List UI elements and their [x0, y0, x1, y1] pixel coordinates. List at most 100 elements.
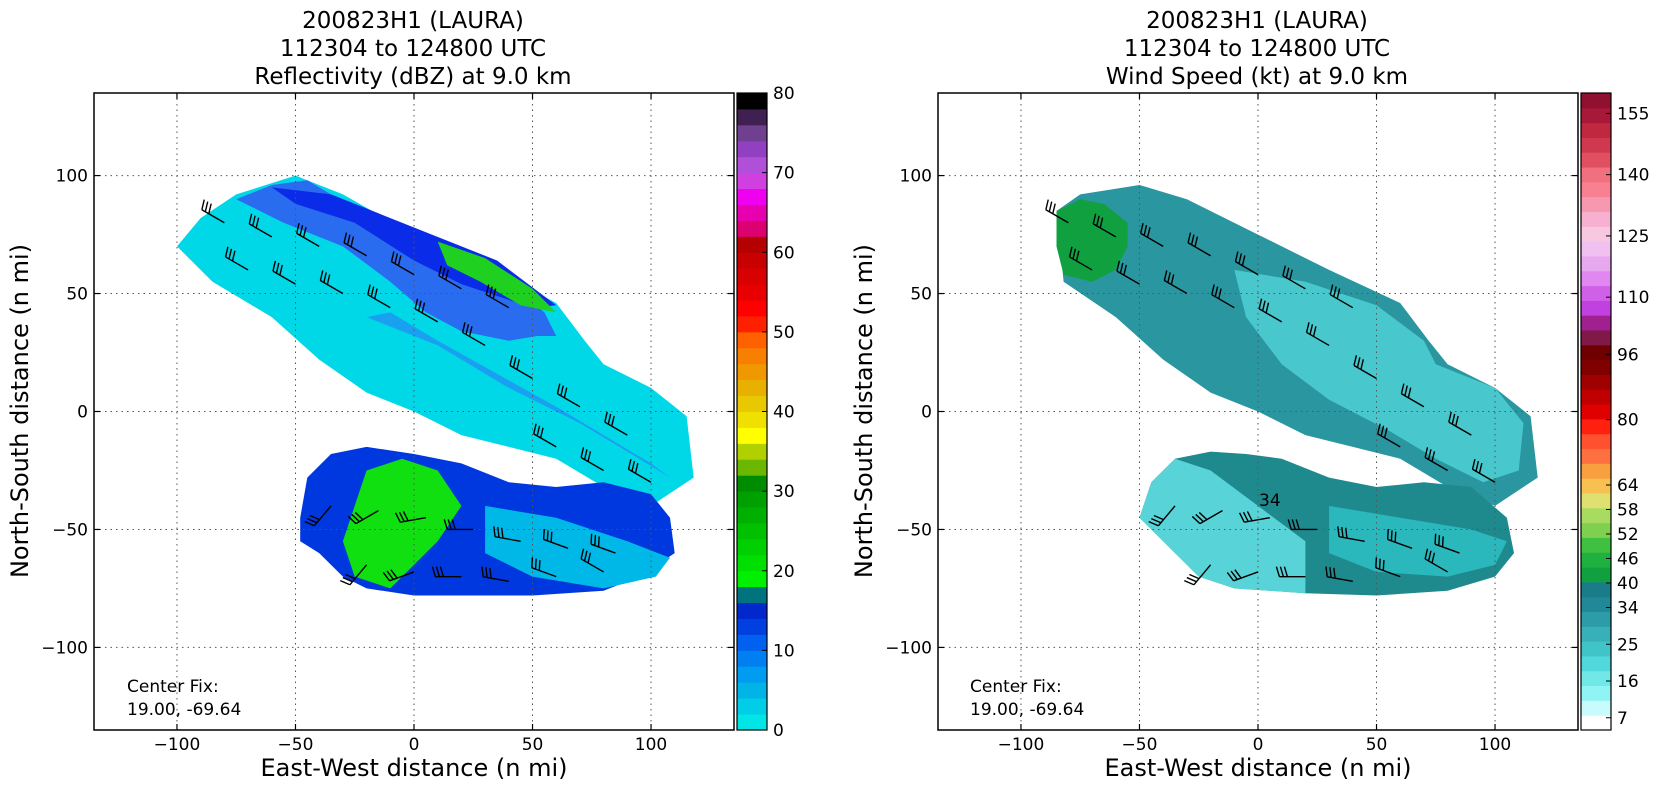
reflectivity-wind-barb [443, 519, 474, 531]
windspeed-colorbar-segment [1581, 463, 1611, 479]
reflectivity-title-line-3: Reflectivity (dBZ) at 9.0 km [254, 64, 571, 90]
reflectivity-wind-barb [414, 298, 439, 323]
reflectivity-center-fix-label: Center Fix: [127, 677, 219, 697]
reflectivity-colorbar-segment [737, 315, 767, 333]
windspeed-colorbar-segment [1581, 196, 1611, 213]
reflectivity-x-tick-label: 50 [522, 735, 544, 755]
windspeed-wind-barb [1187, 232, 1211, 257]
windspeed-colorbar-tick-label: 140 [1617, 166, 1649, 186]
windspeed-y-tick-label: 0 [921, 403, 932, 423]
reflectivity-wind-barb [461, 322, 486, 347]
windspeed-y-axis-label: North-South distance (n mi) [850, 244, 878, 578]
reflectivity-colorbar-segment [737, 331, 767, 349]
windspeed-colorbar-tick-label: 155 [1617, 104, 1649, 124]
windspeed-wind-barb [1353, 355, 1377, 380]
reflectivity-y-tick-label: −100 [41, 638, 88, 658]
reflectivity-wind-barb [485, 284, 510, 309]
reflectivity-title-line-1: 200823H1 (LAURA) [302, 8, 524, 34]
reflectivity-wind-barb [272, 260, 296, 285]
windspeed-echo-region [1234, 269, 1524, 483]
reflectivity-colorbar-segment [737, 268, 767, 285]
reflectivity-wind-barb [201, 199, 225, 224]
windspeed-colorbar-segment [1581, 226, 1611, 242]
windspeed-x-tick-label: −100 [998, 735, 1045, 755]
reflectivity-wind-barb [382, 569, 415, 582]
reflectivity-wind-barb [580, 447, 604, 472]
windspeed-colorbar-tick-label: 25 [1617, 635, 1639, 655]
windspeed-title-line-1: 200823H1 (LAURA) [1146, 8, 1368, 34]
windspeed-wind-barb [1226, 569, 1259, 582]
reflectivity-colorbar-segment [737, 93, 767, 110]
reflectivity-colorbar-tick-label: 40 [773, 403, 795, 423]
windspeed-colorbar-segment [1581, 685, 1611, 701]
windspeed-x-axis-label: East-West distance (n mi) [1104, 754, 1411, 782]
windspeed-data-layer [1056, 185, 1538, 596]
windspeed-colorbar-segment [1581, 700, 1611, 716]
reflectivity-colorbar-segment [737, 491, 767, 508]
windspeed-colorbar-segment [1581, 181, 1611, 198]
reflectivity-wind-barb [224, 246, 249, 271]
windspeed-colorbar-segment [1581, 344, 1611, 361]
windspeed-colorbar-tick-label: 34 [1617, 599, 1639, 619]
windspeed-echo-region [1329, 505, 1507, 577]
reflectivity-colorbar-segment [737, 300, 767, 317]
windspeed-center-fix-label: Center Fix: [970, 677, 1062, 697]
reflectivity-x-tick-label: 0 [409, 735, 420, 755]
windspeed-wind-barb [1287, 519, 1318, 531]
reflectivity-wind-barb [627, 458, 652, 483]
windspeed-wind-barb [1386, 528, 1413, 549]
windspeed-wind-barb [1258, 298, 1283, 323]
windspeed-x-tick-label: 100 [1479, 735, 1511, 755]
windspeed-colorbar-segment [1581, 478, 1611, 494]
reflectivity-colorbar-tick-label: 10 [773, 641, 795, 661]
reflectivity-wind-barb [438, 265, 462, 290]
reflectivity-colorbar-segment [737, 427, 767, 444]
windspeed-colorbar-segment [1581, 107, 1611, 124]
windspeed-colorbar-tick-label: 40 [1617, 574, 1639, 594]
reflectivity-echo-region [485, 505, 670, 589]
reflectivity-colorbar-segment [737, 363, 767, 381]
windspeed-wind-barb [1092, 213, 1117, 238]
windspeed-title-line-3: Wind Speed (kt) at 9.0 km [1106, 64, 1408, 90]
windspeed-colorbar-tick-label: 16 [1617, 672, 1639, 692]
windspeed-colorbar-tick-label: 64 [1617, 476, 1639, 496]
reflectivity-title-line-2: 112304 to 124800 UTC [280, 36, 546, 62]
reflectivity-y-tick-label: 50 [66, 285, 88, 305]
windspeed-y-tick-label: 50 [910, 285, 932, 305]
reflectivity-y-tick-label: −50 [52, 520, 88, 540]
windspeed-colorbar-segment [1581, 552, 1611, 568]
windspeed-colorbar: 7 16 25 34 40 46 52 58 64 80 96 110 125 140 155 [1580, 92, 1649, 731]
reflectivity-colorbar-segment [737, 538, 767, 556]
reflectivity-colorbar-tick-label: 30 [773, 482, 795, 502]
reflectivity-wind-barb [580, 548, 604, 573]
windspeed-colorbar-segment [1581, 137, 1611, 153]
windspeed-wind-barb [1116, 260, 1140, 285]
reflectivity-colorbar-segment [737, 475, 767, 492]
reflectivity-colorbar: 0 10 20 30 40 50 60 70 80 [736, 84, 795, 741]
reflectivity-wind-barb [390, 251, 415, 276]
windspeed-x-tick-label: −50 [1122, 735, 1158, 755]
windspeed-colorbar-tick-label: 80 [1617, 411, 1639, 431]
reflectivity-colorbar-segment [737, 634, 767, 651]
windspeed-colorbar-tick-label: 96 [1617, 345, 1639, 365]
reflectivity-wind-barb [347, 509, 379, 525]
windspeed-colorbar-segment [1581, 492, 1611, 509]
windspeed-colorbar-segment [1581, 330, 1611, 346]
reflectivity-x-tick-label: −50 [278, 735, 314, 755]
reflectivity-wind-barb [531, 557, 557, 578]
windspeed-colorbar-segment [1581, 241, 1611, 257]
windspeed-echo-region [1139, 458, 1306, 594]
reflectivity-wind-barb [431, 566, 462, 578]
reflectivity-colorbar-tick-label: 80 [773, 84, 795, 104]
reflectivity-colorbar-segment [737, 236, 767, 253]
reflectivity-colorbar-tick-label: 20 [773, 562, 795, 582]
reflectivity-colorbar-segment [737, 650, 767, 667]
windspeed-colorbar-segment [1581, 418, 1611, 435]
windspeed-colorbar-frame [1580, 92, 1612, 731]
windspeed-wind-barb [1400, 383, 1425, 408]
reflectivity-colorbar-segment [737, 124, 767, 142]
reflectivity-colorbar-tick-label: 50 [773, 323, 795, 343]
reflectivity-colorbar-segment [737, 443, 767, 460]
windspeed-wind-barb [1424, 548, 1448, 573]
